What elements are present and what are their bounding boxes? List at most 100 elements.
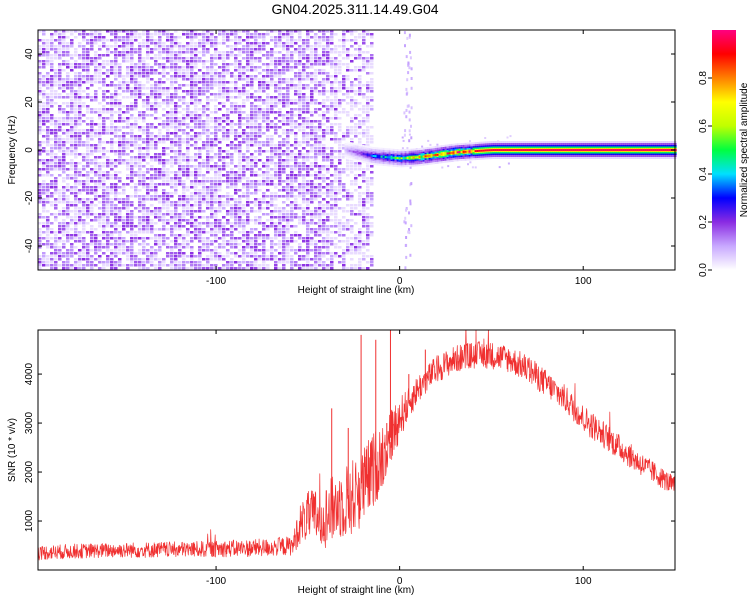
heatmap-cell bbox=[246, 234, 250, 237]
heatmap-cell bbox=[298, 96, 302, 99]
heatmap-cell bbox=[142, 261, 146, 264]
heatmap-cell bbox=[126, 66, 130, 69]
heatmap-cell bbox=[334, 60, 338, 63]
heatmap-cell bbox=[126, 198, 130, 201]
heatmap-cell bbox=[178, 60, 182, 63]
heatmap-cell bbox=[302, 51, 306, 54]
heatmap-cell bbox=[270, 138, 274, 141]
heatmap-cell bbox=[182, 120, 186, 123]
heatmap-cell bbox=[134, 159, 138, 162]
heatmap-cell bbox=[330, 126, 334, 129]
heatmap-cell bbox=[350, 231, 354, 234]
heatmap-cell bbox=[54, 156, 58, 159]
heatmap-cell bbox=[350, 69, 354, 72]
heatmap-cell bbox=[182, 186, 186, 189]
heatmap-cell bbox=[38, 60, 42, 63]
heatmap-cell bbox=[246, 96, 250, 99]
heatmap-cell bbox=[218, 255, 222, 258]
heatmap-cell bbox=[146, 54, 150, 57]
heatmap-cell bbox=[170, 249, 174, 252]
heatmap-cell bbox=[86, 78, 90, 81]
heatmap-cell bbox=[182, 165, 186, 168]
heatmap-cell bbox=[278, 81, 282, 84]
heatmap-cell bbox=[298, 267, 302, 270]
heatmap-cell bbox=[358, 231, 362, 234]
heatmap-cell bbox=[206, 135, 210, 138]
heatmap-cell bbox=[338, 174, 342, 177]
heatmap-cell bbox=[206, 231, 210, 234]
heatmap-cell bbox=[238, 195, 242, 198]
heatmap-cell bbox=[218, 222, 222, 225]
heatmap-cell bbox=[146, 108, 150, 111]
heatmap-cell bbox=[114, 78, 118, 81]
heatmap-cell bbox=[158, 57, 162, 60]
heatmap-cell bbox=[366, 177, 370, 180]
heatmap-cell bbox=[190, 129, 194, 132]
heatmap-cell bbox=[202, 126, 206, 129]
heatmap-cell bbox=[286, 183, 290, 186]
heatmap-cell bbox=[234, 147, 238, 150]
heatmap-cell bbox=[114, 207, 118, 210]
heatmap-cell bbox=[210, 132, 214, 135]
heatmap-cell bbox=[310, 96, 314, 99]
heatmap-cell bbox=[202, 192, 206, 195]
heatmap-cell bbox=[238, 63, 242, 66]
heatmap-cell bbox=[86, 54, 90, 57]
heatmap-cell bbox=[94, 123, 98, 126]
heatmap-cell bbox=[142, 141, 146, 144]
heatmap-cell bbox=[186, 72, 190, 75]
heatmap-cell bbox=[286, 198, 290, 201]
heatmap-cell bbox=[146, 78, 150, 81]
heatmap-cell bbox=[198, 246, 202, 249]
heatmap-cell bbox=[342, 195, 346, 198]
heatmap-cell bbox=[314, 60, 318, 63]
heatmap-cell bbox=[98, 69, 102, 72]
heatmap-cell bbox=[114, 135, 118, 138]
heatmap-cell bbox=[278, 234, 282, 237]
heatmap-cell bbox=[66, 234, 70, 237]
heatmap-cell bbox=[278, 240, 282, 243]
heatmap-cell bbox=[170, 132, 174, 135]
heatmap-cell bbox=[166, 183, 170, 186]
heatmap-cell bbox=[174, 93, 178, 96]
heatmap-cell bbox=[82, 159, 86, 162]
heatmap-cell bbox=[150, 255, 154, 258]
heatmap-cell bbox=[330, 51, 334, 54]
heatmap-cell bbox=[262, 222, 266, 225]
heatmap-cell bbox=[98, 102, 102, 105]
heatmap-cell bbox=[162, 216, 166, 219]
heatmap-cell bbox=[262, 264, 266, 267]
heatmap-cell bbox=[170, 114, 174, 117]
heatmap-cell bbox=[90, 57, 94, 60]
heatmap-cell bbox=[266, 96, 270, 99]
heatmap-cell bbox=[254, 36, 258, 39]
heatmap-cell bbox=[286, 81, 290, 84]
heatmap-cell bbox=[118, 117, 122, 120]
heatmap-cell bbox=[290, 153, 294, 156]
heatmap-cell bbox=[302, 189, 306, 192]
heatmap-cell bbox=[294, 234, 298, 237]
heatmap-cell bbox=[246, 93, 250, 96]
heatmap-cell bbox=[190, 165, 194, 168]
heatmap-cell bbox=[218, 195, 222, 198]
heatmap-cell bbox=[38, 243, 42, 246]
heatmap-cell bbox=[118, 264, 122, 267]
heatmap-cell bbox=[202, 237, 206, 240]
heatmap-cell bbox=[138, 84, 142, 87]
heatmap-cell bbox=[306, 120, 310, 123]
heatmap-cell bbox=[126, 168, 130, 171]
heatmap-cell bbox=[302, 219, 306, 222]
heatmap-cell bbox=[298, 183, 302, 186]
heatmap-cell bbox=[354, 99, 358, 102]
heatmap-cell bbox=[194, 186, 198, 189]
heatmap-cell bbox=[246, 195, 250, 198]
heatmap-cell bbox=[118, 81, 122, 84]
heatmap-cell bbox=[298, 189, 302, 192]
heatmap-cell bbox=[214, 231, 218, 234]
heatmap-cell bbox=[174, 174, 178, 177]
heatmap-cell bbox=[42, 222, 46, 225]
heatmap-cell bbox=[78, 45, 82, 48]
heatmap-cell bbox=[162, 222, 166, 225]
heatmap-cell bbox=[194, 192, 198, 195]
heatmap-cell bbox=[118, 159, 122, 162]
